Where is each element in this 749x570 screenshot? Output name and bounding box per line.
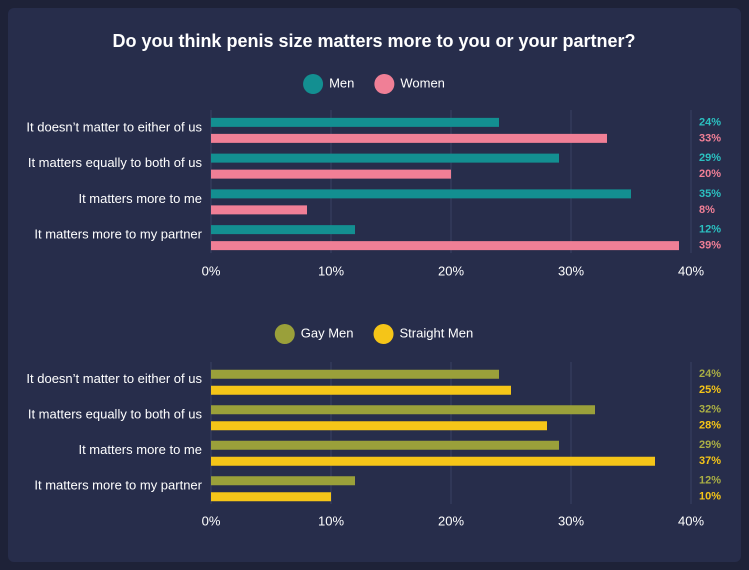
bar bbox=[211, 153, 559, 163]
bar bbox=[211, 133, 607, 143]
x-tick-label: 20% bbox=[438, 513, 464, 528]
bar bbox=[211, 440, 559, 450]
value-label: 10% bbox=[699, 491, 721, 503]
value-label: 8% bbox=[699, 204, 715, 216]
category-label: It matters more to me bbox=[78, 191, 202, 206]
x-tick-label: 40% bbox=[678, 513, 704, 528]
bar bbox=[211, 369, 499, 379]
category-label: It matters equally to both of us bbox=[28, 407, 203, 422]
x-tick-label: 0% bbox=[202, 513, 221, 528]
value-label: 20% bbox=[699, 168, 721, 180]
value-label: 12% bbox=[699, 475, 721, 487]
panel bbox=[8, 8, 741, 562]
value-label: 12% bbox=[699, 224, 721, 236]
category-label: It matters more to my partner bbox=[34, 227, 202, 242]
category-label: It doesn’t matter to either of us bbox=[26, 119, 202, 134]
bar bbox=[211, 492, 331, 502]
bar bbox=[211, 241, 679, 251]
bar bbox=[211, 225, 355, 235]
value-label: 25% bbox=[699, 384, 721, 396]
bar bbox=[211, 476, 355, 486]
value-label: 33% bbox=[699, 132, 721, 144]
x-tick-label: 30% bbox=[558, 263, 584, 278]
bar bbox=[211, 421, 547, 431]
category-label: It matters more to my partner bbox=[34, 478, 202, 493]
value-label: 29% bbox=[699, 439, 721, 451]
x-tick-label: 30% bbox=[558, 513, 584, 528]
bar bbox=[211, 385, 511, 395]
value-label: 39% bbox=[699, 240, 721, 252]
legend-swatch bbox=[373, 324, 394, 344]
value-label: 24% bbox=[699, 116, 721, 128]
bar bbox=[211, 117, 499, 127]
bar bbox=[211, 169, 451, 179]
legend-swatch bbox=[374, 74, 395, 94]
legend-swatch bbox=[274, 324, 295, 344]
x-tick-label: 20% bbox=[438, 263, 464, 278]
bar bbox=[211, 456, 655, 466]
value-label: 35% bbox=[699, 188, 721, 200]
legend-label: Gay Men bbox=[301, 325, 354, 340]
value-label: 28% bbox=[699, 420, 721, 432]
legend-label: Women bbox=[400, 75, 445, 90]
bar bbox=[211, 205, 307, 215]
value-label: 24% bbox=[699, 368, 721, 380]
legend-label: Men bbox=[329, 75, 354, 90]
value-label: 32% bbox=[699, 404, 721, 416]
x-tick-label: 0% bbox=[202, 263, 221, 278]
value-label: 29% bbox=[699, 152, 721, 164]
category-label: It matters more to me bbox=[78, 442, 202, 457]
chart-title: Do you think penis size matters more to … bbox=[112, 31, 635, 51]
category-label: It doesn’t matter to either of us bbox=[26, 371, 202, 386]
x-tick-label: 40% bbox=[678, 263, 704, 278]
value-label: 37% bbox=[699, 455, 721, 467]
bar bbox=[211, 405, 595, 415]
category-label: It matters equally to both of us bbox=[28, 155, 203, 170]
legend-swatch bbox=[303, 74, 324, 94]
x-tick-label: 10% bbox=[318, 513, 344, 528]
bar bbox=[211, 189, 631, 199]
x-tick-label: 10% bbox=[318, 263, 344, 278]
legend-label: Straight Men bbox=[400, 325, 474, 340]
